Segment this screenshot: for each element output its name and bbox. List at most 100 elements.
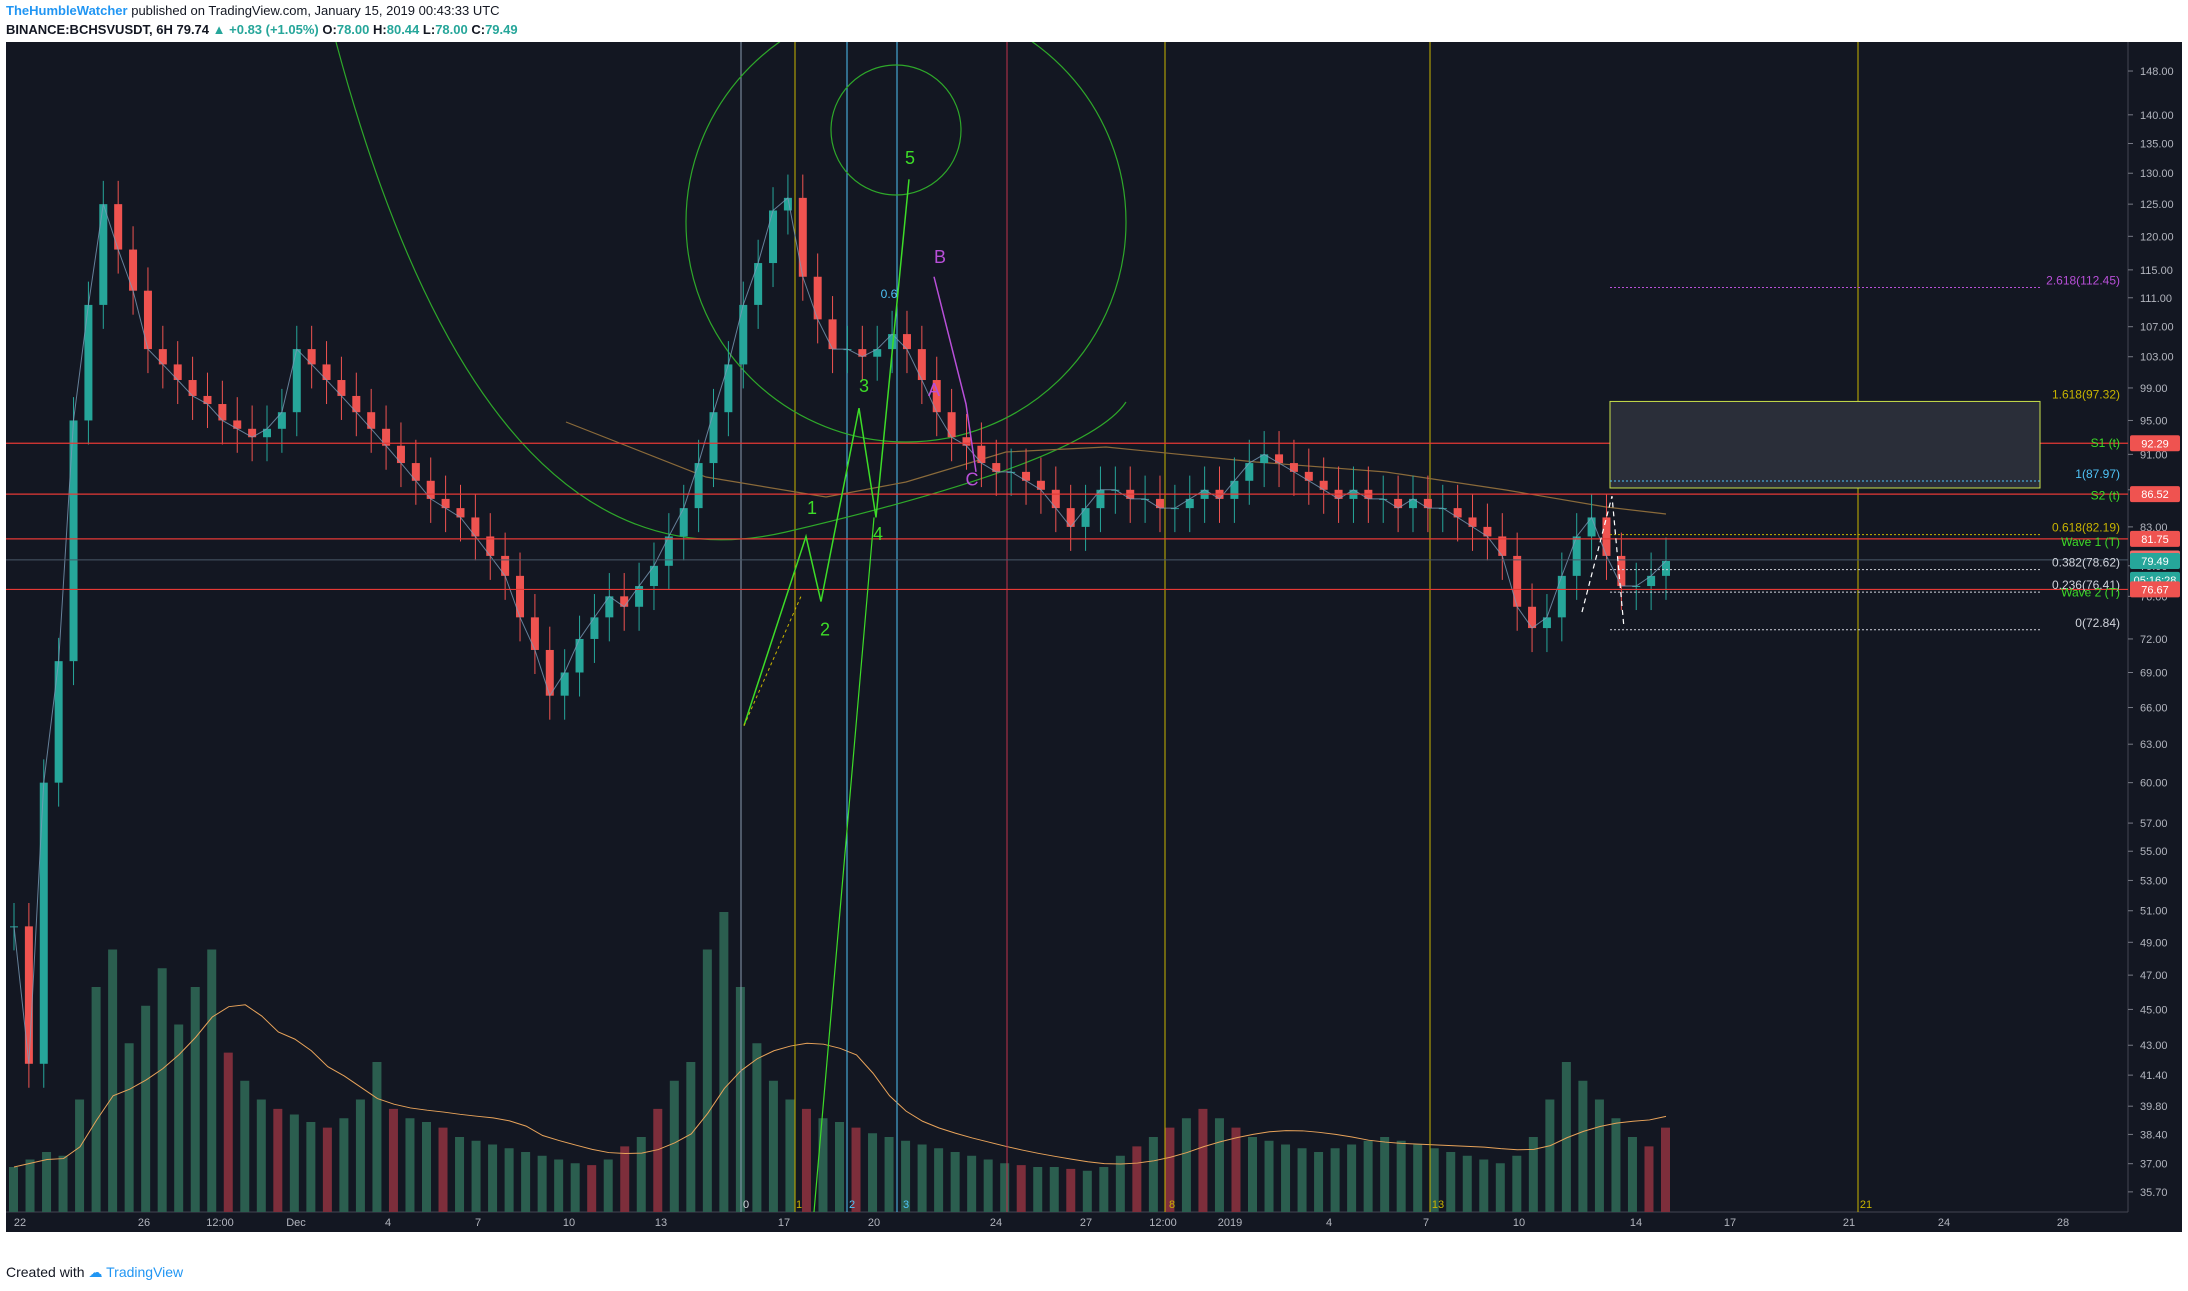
price-tick-label: 72.00 — [2140, 634, 2168, 646]
candle-body — [739, 304, 748, 365]
ohlc-low: 78.00 — [435, 22, 468, 37]
candle-body — [441, 498, 450, 509]
volume-bar — [306, 1122, 316, 1212]
volume-bar — [950, 1152, 960, 1212]
chart-area[interactable]: 148.00 140.00 135.00 130.00 125.00 120.00 115.… — [6, 1, 2182, 1232]
volume-bar — [620, 1146, 630, 1212]
candle-body — [917, 349, 926, 381]
tradingview-brand[interactable]: TradingView — [106, 1264, 184, 1280]
candle-body — [902, 334, 911, 350]
price-chart[interactable]: 148.00 140.00 135.00 130.00 125.00 120.00 115.… — [6, 1, 2182, 1232]
price-tick-label: 45.00 — [2140, 1004, 2168, 1016]
time-tick-label: 28 — [2057, 1217, 2069, 1229]
volume-bar — [207, 949, 217, 1212]
time-tick-label: 12:00 — [206, 1217, 234, 1229]
candle-body — [322, 364, 331, 381]
fib-level-label: 0(72.84) — [2075, 616, 2120, 630]
volume-bar — [1611, 1118, 1621, 1212]
candle-body — [516, 575, 525, 618]
ohlc-close: 79.49 — [485, 22, 518, 37]
volume-bar — [884, 1137, 894, 1212]
price-tick-label: 115.00 — [2140, 265, 2173, 277]
time-tick-label: 7 — [1423, 1217, 1429, 1229]
volume-bar — [355, 1099, 365, 1212]
price-tick-label: 120.00 — [2140, 231, 2174, 243]
candle-body — [530, 617, 539, 650]
publish-info: published on TradingView.com, January 15… — [131, 3, 500, 18]
chart-background — [6, 42, 2182, 1232]
candle-body — [813, 276, 822, 320]
volume-bar — [868, 1133, 878, 1212]
time-tick-label: 7 — [475, 1217, 481, 1229]
volume-bar — [917, 1144, 927, 1212]
candle-body — [590, 617, 599, 639]
time-tick-label: 10 — [563, 1217, 575, 1229]
volume-bar — [1165, 1127, 1175, 1212]
time-fib-label: 1 — [796, 1199, 802, 1211]
volume-bar — [372, 1062, 382, 1212]
candle-body — [471, 517, 480, 537]
volume-bar — [719, 912, 729, 1212]
candle-body — [1453, 508, 1462, 518]
candle-body — [992, 463, 1001, 472]
candle-body — [248, 428, 257, 438]
candle-body — [679, 508, 688, 537]
candle-body — [560, 672, 569, 696]
volume-bar — [1082, 1170, 1092, 1212]
volume-bar — [1429, 1148, 1439, 1212]
candle-body — [1513, 555, 1522, 607]
volume-bar — [58, 1155, 68, 1212]
candle-body — [263, 428, 272, 438]
volume-bar — [1462, 1155, 1472, 1212]
volume-bar — [1644, 1146, 1654, 1212]
price-change: ▲ +0.83 (+1.05%) — [212, 22, 319, 37]
volume-bar — [9, 1167, 18, 1212]
symbol-label[interactable]: BINANCE:BCHSVUSDT, 6H — [6, 22, 173, 37]
price-level-badge — [2130, 530, 2180, 547]
volume-bar — [1000, 1163, 1010, 1212]
candle-body — [1483, 526, 1492, 537]
candle-body — [1647, 575, 1656, 587]
volume-bar — [157, 968, 167, 1212]
candle-body — [605, 596, 614, 618]
volume-bar — [1132, 1146, 1142, 1212]
price-tick-label: 57.00 — [2140, 818, 2168, 830]
candle-body — [1230, 480, 1239, 499]
candle-body — [39, 782, 48, 1064]
price-level-badge-label: 76.67 — [2141, 584, 2169, 596]
volume-bar — [1578, 1080, 1588, 1212]
volume-bar — [141, 1005, 151, 1212]
price-tick-label: 49.00 — [2140, 937, 2168, 949]
volume-bar — [1297, 1148, 1307, 1212]
volume-bar — [422, 1122, 431, 1212]
price-tick-label: 107.00 — [2140, 322, 2174, 334]
volume-bar — [818, 1118, 828, 1212]
volume-bar — [1281, 1144, 1291, 1212]
time-tick-label: 17 — [778, 1217, 790, 1229]
volume-bar — [1446, 1152, 1456, 1212]
volume-bar — [1528, 1137, 1538, 1212]
volume-bar — [1545, 1099, 1555, 1212]
volume-bar — [388, 1108, 398, 1212]
fib-level-label: Wave 2 (T) — [2061, 585, 2120, 599]
candle-body — [277, 412, 286, 429]
volume-bar — [653, 1108, 663, 1212]
volume-bar — [273, 1108, 283, 1212]
candle-body — [1036, 480, 1045, 490]
candle-body — [1155, 498, 1164, 509]
price-level-badge-label: 79.49 — [2141, 556, 2169, 568]
volume-bar — [1512, 1155, 1522, 1212]
candle-body — [1051, 489, 1060, 509]
volume-bar — [851, 1127, 861, 1212]
candle-body — [545, 649, 554, 696]
candle-body — [1423, 498, 1432, 509]
price-tick-label: 47.00 — [2140, 970, 2168, 982]
price-tick-label: 51.00 — [2140, 906, 2168, 918]
wave-projection-line — [813, 517, 875, 1213]
volume-bar — [455, 1137, 465, 1212]
author-link[interactable]: TheHumbleWatcher — [6, 3, 128, 18]
volume-bar — [1148, 1137, 1158, 1212]
time-tick-label: 2019 — [1218, 1217, 1242, 1229]
price-axis-panel — [2128, 42, 2182, 1232]
candle-body — [932, 380, 941, 413]
